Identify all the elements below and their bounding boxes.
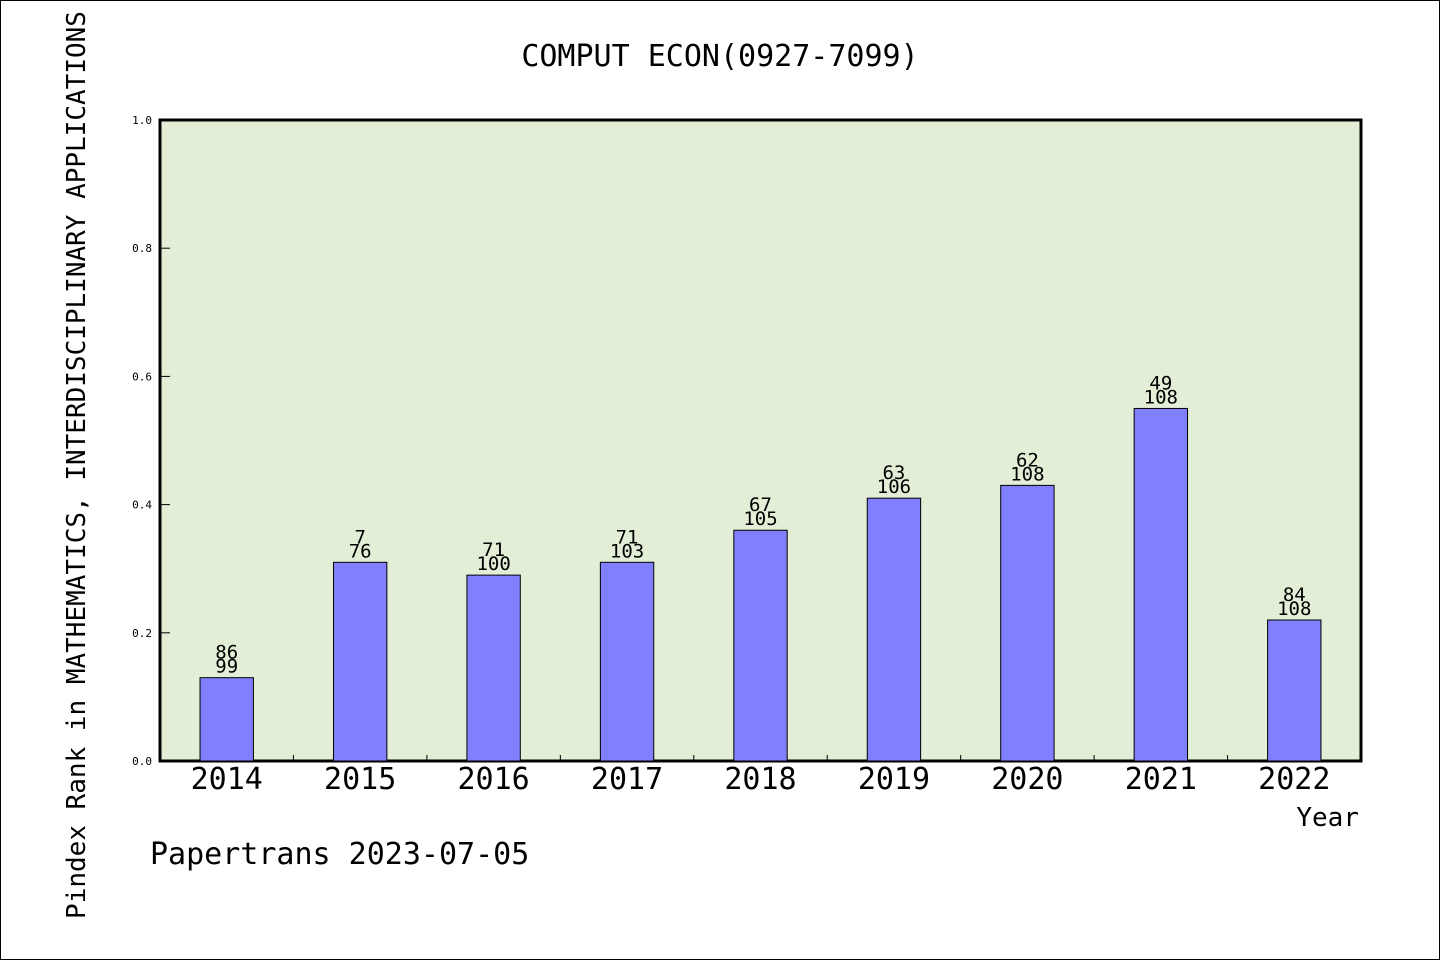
x-tick-label: 2015 bbox=[324, 762, 396, 797]
bar-rank-label: 7 bbox=[354, 526, 365, 548]
bar-total-label: 105 bbox=[743, 508, 777, 530]
bar-total-label: 106 bbox=[877, 476, 911, 498]
y-tick-label: 0.8 bbox=[132, 242, 152, 255]
y-axis-ticks: 0.0 0.2 0.4 0.6 0.8 1.0 bbox=[132, 114, 170, 768]
bar-2022 bbox=[1267, 619, 1322, 762]
bar-total-label: 99 bbox=[215, 656, 238, 678]
x-tick-label: 2022 bbox=[1258, 762, 1330, 797]
y-tick-label: 0.4 bbox=[132, 499, 152, 512]
chart-title: COMPUT ECON(0927-7099) bbox=[521, 39, 918, 74]
bar-2016 bbox=[466, 574, 521, 762]
y-tick-label: 1.0 bbox=[132, 114, 152, 127]
bar-rank-label: 71 bbox=[482, 539, 505, 561]
bar-total-label: 108 bbox=[1144, 386, 1178, 408]
bar-2021 bbox=[1133, 407, 1189, 762]
y-tick-label: 0.2 bbox=[132, 627, 152, 640]
x-tick-label: 2019 bbox=[858, 762, 930, 797]
bar-rank-label: 84 bbox=[1283, 584, 1306, 606]
bar-total-label: 108 bbox=[1010, 463, 1044, 485]
bar-total-label: 108 bbox=[1277, 598, 1311, 620]
bar-rank-label: 63 bbox=[882, 462, 905, 484]
x-tick-label: 2014 bbox=[191, 762, 263, 797]
y-tick-label: 0.6 bbox=[132, 370, 152, 383]
bar-2017 bbox=[599, 561, 655, 762]
y-tick-label: 0.0 bbox=[132, 755, 152, 768]
bar-total-label: 103 bbox=[610, 540, 644, 562]
x-tick-label: 2016 bbox=[457, 762, 529, 797]
x-axis-ticks: 2014 2015 2016 2017 2018 2019 2020 2021 2022 bbox=[191, 755, 1330, 797]
bar-rank-label: 86 bbox=[215, 642, 238, 664]
x-tick-label: 2020 bbox=[991, 762, 1063, 797]
bar-2018 bbox=[733, 529, 788, 762]
bar-2014 bbox=[199, 677, 254, 762]
x-axis-label: Year bbox=[1296, 803, 1359, 833]
bar-total-label: 100 bbox=[476, 553, 510, 575]
bar-rank-label: 71 bbox=[616, 526, 639, 548]
x-tick-label: 2018 bbox=[724, 762, 796, 797]
bar-rank-label: 49 bbox=[1149, 372, 1172, 394]
y-axis-label: Pindex Rank in MATHEMATICS, INTERDISCIPL… bbox=[62, 11, 92, 919]
bar-rank-label: 67 bbox=[749, 494, 772, 516]
bar-rank-label: 62 bbox=[1016, 449, 1039, 471]
x-tick-label: 2021 bbox=[1125, 762, 1197, 797]
bar-total-label: 76 bbox=[349, 540, 372, 562]
x-tick-label: 2017 bbox=[591, 762, 663, 797]
bars bbox=[199, 407, 1322, 762]
bar-2015 bbox=[332, 561, 388, 762]
bar-2019 bbox=[866, 497, 922, 762]
bar-2020 bbox=[1000, 484, 1055, 762]
credit-text: Papertrans 2023-07-05 bbox=[150, 837, 529, 872]
